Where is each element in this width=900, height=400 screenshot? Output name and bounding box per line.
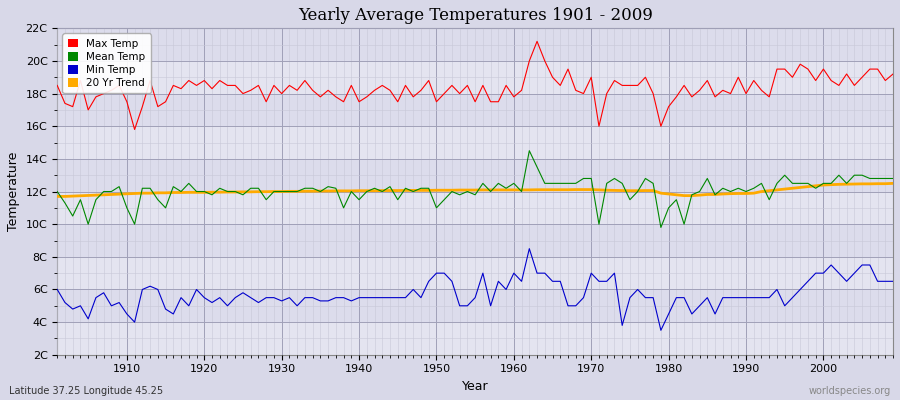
X-axis label: Year: Year [462, 380, 489, 393]
Bar [58, 290, 893, 322]
Bar [58, 61, 893, 94]
Text: worldspecies.org: worldspecies.org [809, 386, 891, 396]
Legend: Max Temp, Mean Temp, Min Temp, 20 Yr Trend: Max Temp, Mean Temp, Min Temp, 20 Yr Tre… [62, 34, 150, 93]
Bar [58, 159, 893, 192]
Text: Latitude 37.25 Longitude 45.25: Latitude 37.25 Longitude 45.25 [9, 386, 163, 396]
Y-axis label: Temperature: Temperature [7, 152, 20, 231]
Title: Yearly Average Temperatures 1901 - 2009: Yearly Average Temperatures 1901 - 2009 [298, 7, 652, 24]
Bar [58, 28, 893, 61]
Bar [58, 257, 893, 290]
Bar [58, 192, 893, 224]
Bar [58, 224, 893, 257]
Bar [58, 322, 893, 355]
Bar [58, 94, 893, 126]
Bar [58, 126, 893, 159]
Bar [58, 0, 893, 28]
